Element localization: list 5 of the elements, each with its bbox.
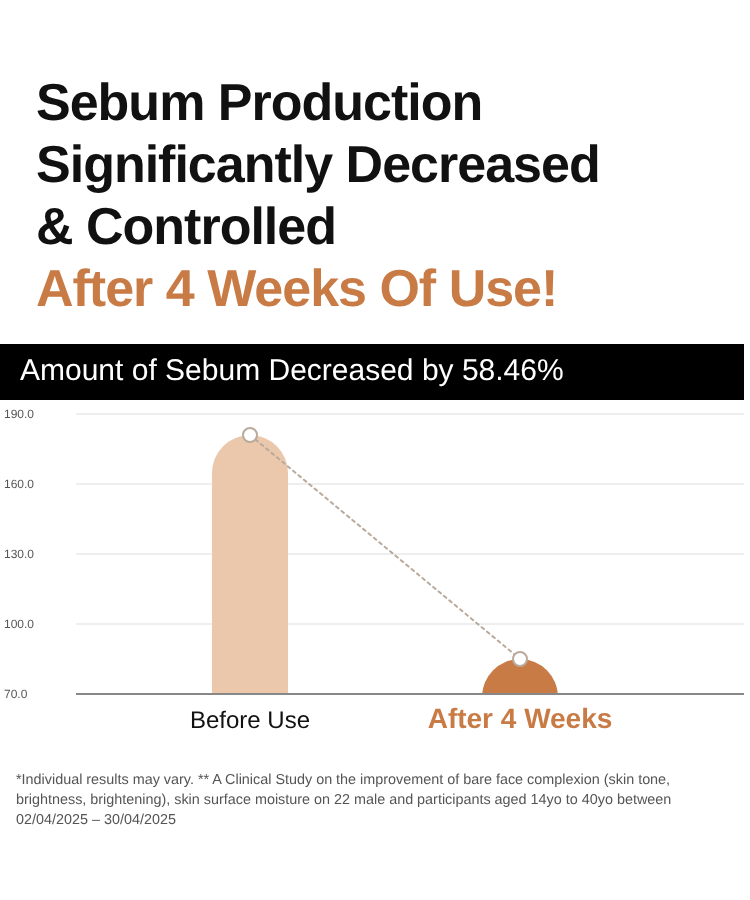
text: Amount of Sebum Decreased by 58.46% — [0, 344, 744, 400]
x-tick-label: Before Use — [189, 706, 311, 734]
x-tick-label: After 4 Weeks — [427, 702, 613, 734]
chart-title: Sebum Production Significantly Decreased & Controlled — [36, 72, 600, 256]
chart-subtitle: After 4 Weeks Of Use! — [36, 258, 560, 320]
